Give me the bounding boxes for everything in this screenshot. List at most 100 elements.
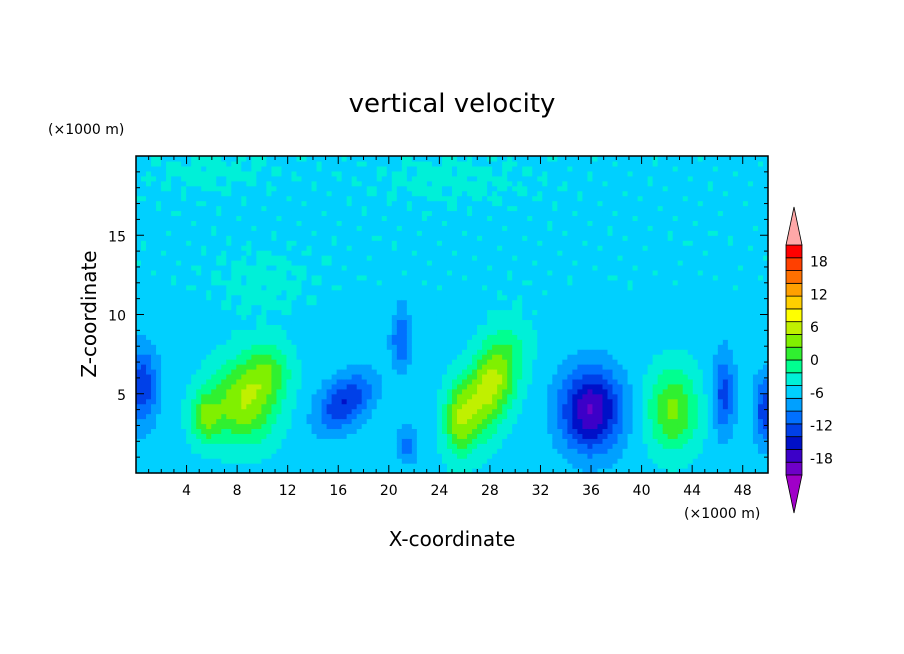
field-cell (497, 304, 503, 311)
field-cell (196, 235, 202, 241)
field-cell (251, 240, 257, 246)
field-cell (482, 250, 488, 256)
field-cell (266, 180, 273, 187)
field-cell (186, 314, 192, 321)
field-cell (436, 215, 443, 221)
field-cell (206, 368, 212, 375)
field-cell (321, 160, 328, 167)
field-cell (381, 403, 388, 410)
field-cell (467, 274, 473, 281)
field-cell (306, 190, 313, 197)
field-cell (492, 240, 498, 246)
field-cell (487, 433, 493, 439)
field-cell (151, 433, 157, 439)
field-cell (301, 468, 308, 474)
field-cell (306, 373, 313, 380)
field-cell (492, 255, 498, 261)
field-cell (166, 260, 172, 266)
field-cell (211, 294, 217, 301)
field-cell (206, 165, 212, 172)
field-cell (376, 443, 383, 449)
field-cell (426, 156, 433, 162)
field-cell (271, 413, 278, 420)
field-cell (497, 250, 503, 256)
field-cell (211, 388, 217, 395)
field-cell (381, 255, 388, 261)
field-cell (176, 195, 182, 202)
field-cell (416, 458, 423, 464)
field-cell (336, 438, 343, 444)
field-cell (231, 156, 237, 162)
field-cell (441, 195, 448, 202)
field-cell (201, 279, 207, 286)
field-cell (161, 364, 167, 370)
field-cell (436, 383, 443, 390)
field-cell (371, 170, 378, 177)
field-cell (266, 289, 273, 296)
field-cell (381, 160, 388, 167)
field-cell (517, 289, 523, 296)
field-cell (156, 156, 162, 162)
field-cell (236, 368, 242, 375)
field-cell (426, 458, 433, 464)
field-cell (256, 230, 262, 236)
field-cell (381, 279, 388, 286)
field-cell (416, 393, 423, 400)
field-cell (416, 383, 423, 390)
field-cell (446, 418, 453, 425)
field-cell (226, 468, 232, 474)
field-cell (416, 220, 423, 226)
field-cell (502, 418, 508, 425)
field-cell (482, 274, 488, 281)
field-cell (176, 383, 182, 390)
field-cell (507, 403, 513, 410)
field-cell (241, 373, 247, 380)
field-cell (436, 175, 443, 182)
field-cell (356, 180, 363, 187)
field-cell (221, 220, 227, 226)
field-cell (452, 413, 458, 420)
field-cell (206, 260, 212, 266)
field-cell (462, 299, 468, 306)
field-cell (306, 344, 313, 350)
field-cell (181, 324, 187, 330)
field-cell (181, 398, 187, 405)
field-cell (226, 185, 232, 192)
field-cell (331, 260, 338, 266)
field-cell (256, 383, 262, 390)
field-cell (371, 185, 378, 192)
field-cell (251, 289, 257, 296)
field-cell (316, 428, 323, 434)
field-cell (331, 354, 338, 360)
field-cell (421, 279, 428, 286)
field-cell (446, 378, 453, 385)
field-cell (311, 468, 318, 474)
field-cell (296, 185, 303, 192)
field-cell (472, 448, 478, 454)
field-cell (341, 210, 348, 217)
field-cell (266, 205, 273, 212)
field-cell (517, 190, 523, 197)
field-cell (296, 438, 303, 444)
field-cell (276, 468, 283, 474)
field-cell (331, 309, 338, 316)
field-cell (321, 215, 328, 221)
field-cell (436, 225, 443, 231)
field-cell (426, 170, 433, 177)
field-cell (301, 220, 308, 226)
field-cell (251, 344, 257, 350)
field-cell (251, 403, 257, 410)
field-cell (311, 289, 318, 296)
field-cell (241, 458, 247, 464)
field-cell (336, 364, 343, 370)
field-cell (507, 383, 513, 390)
field-cell (291, 170, 298, 177)
field-cell (467, 403, 473, 410)
field-cell (401, 200, 408, 207)
field-cell (266, 279, 273, 286)
field-cell (141, 279, 147, 286)
field-cell (281, 205, 288, 212)
field-cell (401, 180, 408, 187)
field-cell (411, 359, 418, 365)
field-cell (146, 438, 152, 444)
